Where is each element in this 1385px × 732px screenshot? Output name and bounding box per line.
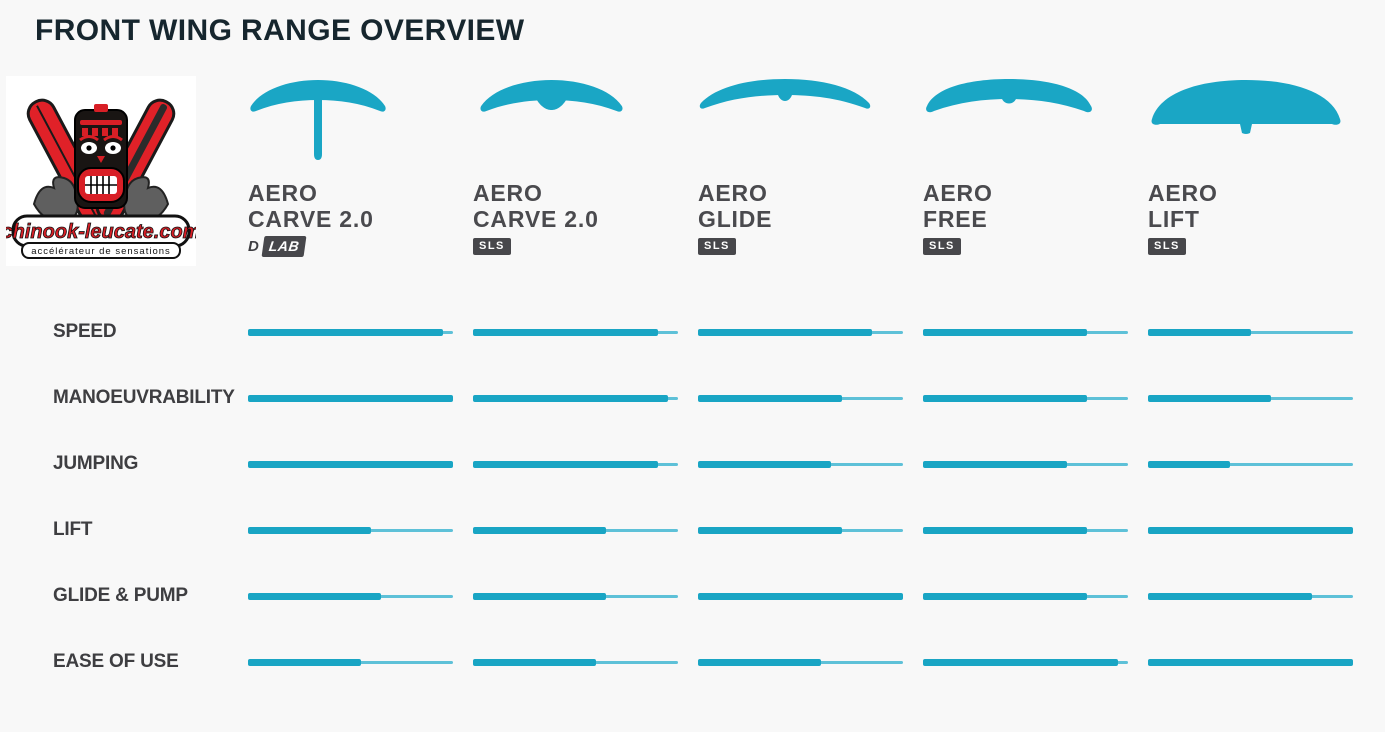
logo-site-text: chinook-leucate.com	[6, 221, 196, 243]
row-label-speed: SPEED	[53, 321, 117, 342]
wing-name: AERO FREE	[923, 180, 993, 232]
row-label-glide-pump: GLIDE & PUMP	[53, 585, 188, 606]
rating-bar	[1148, 526, 1353, 535]
rating-bar	[248, 460, 453, 469]
rating-bar	[698, 526, 903, 535]
wing-name: AERO LIFT	[1148, 180, 1218, 232]
logo-cell: chinook-leucate.com accélérateur de sens…	[0, 76, 248, 266]
rating-bar	[473, 658, 678, 667]
rating-bar	[1148, 460, 1353, 469]
row-label-lift: LIFT	[53, 519, 93, 540]
rating-row-speed: SPEED	[0, 299, 1385, 365]
row-label-manoeuvrability: MANOEUVRABILITY	[53, 387, 235, 408]
wing-column-aero-lift: AERO LIFT SLS	[1148, 76, 1373, 257]
sls-badge: SLS	[923, 238, 961, 256]
rating-row-manoeuvrability: MANOEUVRABILITY	[0, 365, 1385, 431]
wing-column-aero-free: AERO FREE SLS	[923, 76, 1148, 257]
rating-row-ease-of-use: EASE OF USE	[0, 629, 1385, 695]
wing-badge: D LAB	[248, 236, 473, 258]
wing-badge: SLS	[923, 237, 1148, 257]
logo-tagline-text: accélérateur de sensations	[31, 246, 171, 257]
rating-rows: SPEED MANOEUVRABILITY JUMPING LIFT	[0, 299, 1385, 695]
rating-bar	[923, 328, 1128, 337]
rating-bar	[248, 526, 453, 535]
rating-bar	[473, 328, 678, 337]
wing-carve-sls-icon	[480, 80, 623, 112]
rating-bar	[698, 658, 903, 667]
wing-badge: SLS	[473, 237, 698, 257]
rating-bar	[473, 460, 678, 469]
rating-bar	[923, 658, 1128, 667]
rating-bar	[923, 526, 1128, 535]
rating-bar	[248, 394, 453, 403]
wing-name: AERO GLIDE	[698, 180, 773, 232]
front-wing-range-overview-page: FRONT WING RANGE OVERVIEW	[0, 14, 1385, 732]
rating-row-jumping: JUMPING	[0, 431, 1385, 497]
rating-bar	[1148, 328, 1353, 337]
rating-bar	[473, 526, 678, 535]
rating-row-glide-pump: GLIDE & PUMP	[0, 563, 1385, 629]
rating-bar	[248, 658, 453, 667]
dlab-badge: LAB	[261, 236, 307, 258]
wing-free-icon	[926, 79, 1092, 113]
sls-badge: SLS	[1148, 238, 1186, 256]
wing-badge: SLS	[1148, 237, 1373, 257]
wing-carve-dlab-icon	[250, 80, 386, 160]
chinook-leucate-logo: chinook-leucate.com accélérateur de sens…	[6, 76, 196, 266]
wing-column-aero-carve-dlab: AERO CARVE 2.0 D LAB	[248, 76, 473, 258]
wing-glide-icon	[699, 79, 871, 109]
rating-bar	[248, 592, 453, 601]
rating-bar	[248, 328, 453, 337]
page-title: FRONT WING RANGE OVERVIEW	[35, 14, 525, 47]
rating-bar	[698, 460, 903, 469]
rating-bar	[1148, 658, 1353, 667]
rating-bar	[698, 592, 903, 601]
rating-bar	[698, 394, 903, 403]
wing-column-aero-carve-sls: AERO CARVE 2.0 SLS	[473, 76, 698, 257]
row-label-jumping: JUMPING	[53, 453, 139, 474]
wing-lift-icon	[1151, 80, 1341, 134]
wing-header-row: chinook-leucate.com accélérateur de sens…	[0, 76, 1385, 266]
rating-bar	[923, 460, 1128, 469]
row-label-ease-of-use: EASE OF USE	[53, 651, 179, 672]
wing-name: AERO CARVE 2.0	[473, 180, 599, 232]
rating-bar	[698, 328, 903, 337]
tiki-logo-icon: chinook-leucate.com accélérateur de sens…	[6, 76, 196, 266]
wing-column-aero-glide: AERO GLIDE SLS	[698, 76, 923, 257]
rating-bar	[1148, 394, 1353, 403]
wing-name: AERO CARVE 2.0	[248, 180, 374, 232]
rating-bar	[923, 592, 1128, 601]
rating-row-lift: LIFT	[0, 497, 1385, 563]
dlab-prefix: D	[248, 238, 259, 256]
wing-badge: SLS	[698, 237, 923, 257]
sls-badge: SLS	[698, 238, 736, 256]
sls-badge: SLS	[473, 238, 511, 256]
rating-bar	[923, 394, 1128, 403]
rating-bar	[473, 394, 678, 403]
rating-bar	[1148, 592, 1353, 601]
rating-bar	[473, 592, 678, 601]
